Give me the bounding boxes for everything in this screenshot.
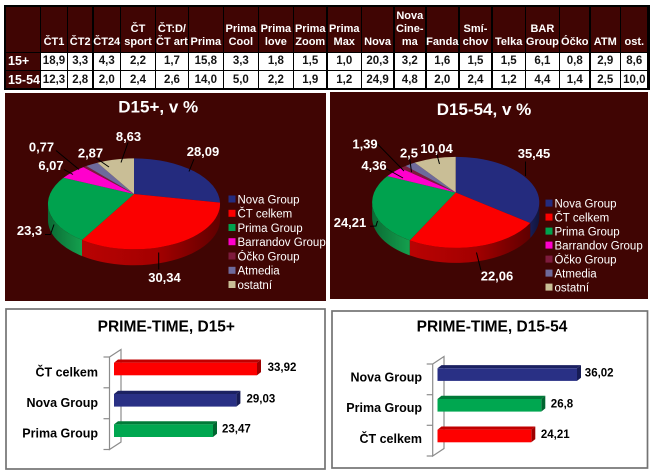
svg-text:2,87: 2,87: [78, 145, 103, 160]
svg-text:ČT celkem: ČT celkem: [555, 211, 610, 224]
svg-text:10,04: 10,04: [420, 141, 453, 156]
svg-text:30,34: 30,34: [148, 270, 181, 285]
svg-text:D15-54, v %: D15-54, v %: [437, 100, 532, 119]
svg-text:Nova Group: Nova Group: [555, 198, 617, 210]
svg-text:Nova Group: Nova Group: [350, 370, 422, 384]
svg-text:Prima Group: Prima Group: [555, 226, 620, 238]
svg-text:Óčko Group: Óčko Group: [555, 253, 617, 266]
svg-text:23,47: 23,47: [222, 424, 251, 436]
svg-text:23,3: 23,3: [17, 223, 42, 238]
svg-text:Óčko Group: Óčko Group: [238, 250, 300, 263]
svg-text:Barrandov Group: Barrandov Group: [238, 237, 326, 249]
svg-text:ostatní: ostatní: [238, 280, 273, 292]
svg-text:D15+, v %: D15+, v %: [118, 97, 198, 116]
svg-text:ČT celkem: ČT celkem: [238, 208, 293, 221]
svg-text:35,45: 35,45: [518, 146, 551, 161]
svg-text:Prima Group: Prima Group: [346, 401, 422, 415]
svg-text:Atmedia: Atmedia: [555, 268, 598, 280]
svg-text:24,21: 24,21: [541, 429, 570, 441]
svg-text:26,8: 26,8: [551, 398, 574, 410]
svg-text:0,77: 0,77: [29, 139, 54, 154]
svg-text:PRIME-TIME, D15+: PRIME-TIME, D15+: [98, 318, 235, 335]
svg-text:Prima Group: Prima Group: [22, 426, 98, 440]
svg-text:ČT celkem: ČT celkem: [359, 431, 422, 446]
svg-text:Atmedia: Atmedia: [238, 266, 281, 278]
svg-text:1,39: 1,39: [352, 136, 377, 151]
svg-text:8,63: 8,63: [116, 129, 141, 144]
svg-text:29,03: 29,03: [247, 393, 276, 405]
svg-text:Nova Group: Nova Group: [238, 194, 300, 206]
svg-text:Nova Group: Nova Group: [26, 396, 98, 410]
svg-text:22,06: 22,06: [481, 268, 514, 283]
svg-text:36,02: 36,02: [585, 368, 614, 380]
svg-text:ČT celkem: ČT celkem: [35, 365, 98, 380]
svg-text:33,92: 33,92: [268, 362, 297, 374]
svg-text:28,09: 28,09: [187, 144, 220, 159]
svg-text:6,07: 6,07: [38, 158, 63, 173]
svg-text:4,36: 4,36: [361, 158, 386, 173]
svg-text:ostatní: ostatní: [555, 282, 590, 294]
svg-text:24,21: 24,21: [334, 215, 367, 230]
svg-text:Prima Group: Prima Group: [238, 223, 303, 235]
svg-text:Barrandov Group: Barrandov Group: [555, 240, 643, 252]
svg-text:2,5: 2,5: [400, 145, 418, 160]
svg-text:PRIME-TIME, D15-54: PRIME-TIME, D15-54: [417, 319, 568, 336]
